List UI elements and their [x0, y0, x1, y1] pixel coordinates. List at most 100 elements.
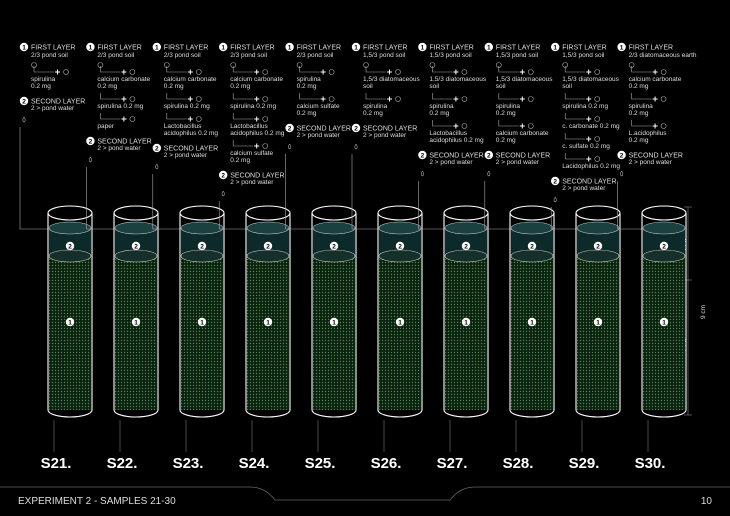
- layer-number: 2: [464, 243, 468, 250]
- first-layer-label: FIRST LAYER: [230, 45, 274, 52]
- additive-text: spirulina: [297, 76, 322, 83]
- tube-body: [113, 213, 159, 418]
- icon: [328, 69, 335, 75]
- layer-number: 2: [221, 172, 225, 179]
- icon: [660, 123, 667, 129]
- first-layer-label: FIRST LAYER: [31, 45, 75, 52]
- tube-body: [443, 213, 489, 418]
- additive-text: spirulina: [31, 76, 56, 83]
- additive-text: 1,5/3 diatomaceous: [562, 76, 619, 83]
- second-layer-label: SECOND LAYER: [363, 126, 417, 133]
- tube-rim: [179, 205, 225, 221]
- layer-badge: [551, 42, 560, 52]
- additive-text: soil: [496, 83, 506, 90]
- additive-text: 0.2 mg: [496, 110, 516, 117]
- second-layer-label: SECOND LAYER: [562, 179, 616, 186]
- layer-number: 1: [530, 319, 534, 326]
- layer-number: 1: [553, 44, 557, 51]
- layer-badge: [527, 241, 537, 251]
- additive-text: L.acidophilus: [629, 130, 668, 137]
- layer-number: 1: [89, 44, 93, 51]
- layer-badge: [418, 150, 427, 160]
- layer-number: 1: [134, 319, 138, 326]
- icon: [594, 156, 601, 162]
- layer-badge: [617, 42, 626, 52]
- additive-text: soil: [429, 83, 439, 90]
- connector: [631, 93, 652, 100]
- water-surface: [444, 221, 488, 235]
- connector: [498, 66, 519, 73]
- dim-height: 9 cm: [700, 305, 707, 319]
- icon: [395, 96, 401, 102]
- layer-badge: [351, 42, 361, 52]
- layer-number: 2: [596, 243, 600, 250]
- connector: [299, 66, 320, 73]
- layer-number: 2: [421, 152, 425, 159]
- sample-name: S25.: [305, 455, 336, 472]
- layer-surface: [576, 249, 620, 263]
- layer-number: 2: [68, 243, 72, 250]
- layer-number: 1: [200, 319, 204, 326]
- additive-text: c. sulfate 0.2 mg: [562, 143, 610, 150]
- leader: [285, 154, 312, 230]
- connector: [631, 120, 652, 127]
- layer-number: 2: [200, 243, 204, 250]
- icon: [594, 96, 601, 102]
- drop-icon: [88, 156, 92, 163]
- additive-text: acidophilus 0.2 mg: [164, 130, 219, 137]
- second-layer-label: SECOND LAYER: [629, 153, 683, 160]
- layer-badge: [395, 241, 405, 251]
- icon: [262, 69, 269, 75]
- leader: [218, 201, 246, 230]
- drop-icon: [155, 163, 159, 170]
- additive-text: 0.2 mg: [230, 83, 250, 90]
- layer-number: 1: [487, 44, 491, 51]
- layer-number: 2: [354, 125, 358, 132]
- layer-badge: [86, 42, 95, 52]
- layer-badge: [219, 170, 228, 180]
- connector: [33, 66, 54, 73]
- first-layer-label: FIRST LAYER: [496, 45, 540, 52]
- tube-body: [377, 213, 423, 418]
- layer-badge: [593, 317, 603, 327]
- layer-number: 2: [620, 152, 624, 159]
- connector: [498, 93, 519, 100]
- icon: [594, 116, 601, 122]
- layer-badge: [617, 150, 626, 160]
- drop-icon: [22, 116, 26, 123]
- tube-body: [509, 213, 555, 418]
- sample-name: S21.: [41, 455, 72, 472]
- additive-text: spirulina: [363, 103, 388, 110]
- drop-icon: [288, 143, 292, 150]
- water-surface: [180, 221, 224, 235]
- icon: [660, 69, 667, 75]
- water-surface: [114, 221, 158, 235]
- additive-text: 0.2 mg: [297, 110, 317, 117]
- additive-text: Lactobacillus: [230, 123, 268, 130]
- icon: [461, 69, 468, 75]
- additive-text: 0.2 mg: [429, 110, 449, 117]
- icon: [660, 96, 667, 102]
- sample-name: S22.: [107, 455, 138, 472]
- base-text: 1,5/3 pond soil: [562, 52, 605, 59]
- connector: [232, 66, 254, 73]
- drop-icon: [221, 190, 225, 197]
- additive-text: 0.2 mg: [97, 83, 117, 90]
- water-text: 2 > pond water: [429, 159, 473, 166]
- tube-rim: [113, 205, 159, 221]
- layer-number: 2: [530, 243, 534, 250]
- drop-icon: [420, 170, 424, 177]
- base-text: 2/3 pond soil: [97, 52, 134, 59]
- icon: [196, 96, 202, 102]
- water-surface: [48, 221, 92, 235]
- connector: [564, 93, 586, 100]
- footer-title: EXPERIMENT 2 - SAMPLES 21-30: [18, 496, 176, 507]
- water-text: 2 > pond water: [363, 132, 407, 139]
- layer-number: 2: [22, 98, 26, 105]
- tube-body: [179, 213, 225, 418]
- tube-rim: [377, 205, 423, 221]
- connector: [299, 93, 320, 100]
- additive-text: Lactobacillus: [164, 123, 202, 130]
- layer-number: 1: [421, 44, 425, 51]
- water-text: 2 > pond water: [297, 132, 341, 139]
